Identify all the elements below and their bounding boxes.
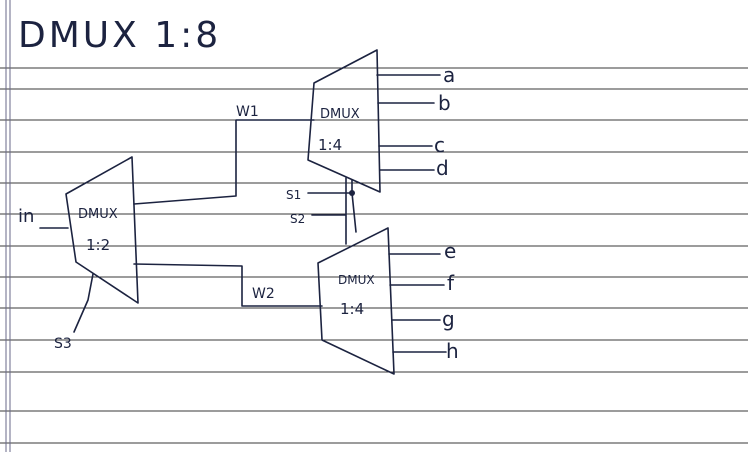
s1-label: S1 bbox=[286, 188, 301, 202]
dmux-1-4-lower-ratio: 1:4 bbox=[340, 300, 364, 318]
w1-label: W1 bbox=[236, 104, 259, 120]
output-h: h bbox=[446, 339, 459, 363]
dmux-1-4-upper-block bbox=[307, 49, 381, 193]
w2-wire bbox=[133, 263, 323, 307]
ruled-lines bbox=[0, 67, 748, 444]
output-a: a bbox=[443, 63, 455, 87]
dmux-1-4-upper-name: DMUX bbox=[320, 107, 360, 122]
upper-output-wires bbox=[376, 74, 441, 171]
s2-label: S2 bbox=[290, 212, 305, 226]
output-b: b bbox=[438, 91, 451, 115]
dmux-1-2-name: DMUX bbox=[78, 207, 118, 222]
s2-select-wire bbox=[311, 177, 347, 245]
page-title: DMUX 1:8 bbox=[18, 15, 221, 56]
margin-lines bbox=[5, 0, 11, 452]
output-d: d bbox=[436, 156, 449, 180]
dmux-1-4-upper-ratio: 1:4 bbox=[318, 136, 342, 154]
w2-label: W2 bbox=[252, 286, 275, 302]
dmux-1-4-lower-name: DMUX bbox=[338, 273, 375, 287]
output-g: g bbox=[442, 307, 455, 331]
input-label: in bbox=[18, 206, 34, 227]
output-f: f bbox=[447, 271, 455, 295]
dmux-1-2-ratio: 1:2 bbox=[86, 236, 110, 254]
output-e: e bbox=[444, 239, 456, 263]
w1-wire bbox=[133, 119, 315, 205]
s1-junction-dot bbox=[349, 190, 355, 196]
s1-select-wire bbox=[307, 179, 357, 233]
output-c: c bbox=[434, 133, 445, 157]
s3-label: S3 bbox=[54, 336, 72, 352]
dmux-1-4-lower-block bbox=[317, 227, 395, 375]
lower-output-wires bbox=[388, 253, 447, 353]
dmux-1-2-block bbox=[65, 156, 139, 304]
s3-select-wire bbox=[73, 273, 94, 333]
